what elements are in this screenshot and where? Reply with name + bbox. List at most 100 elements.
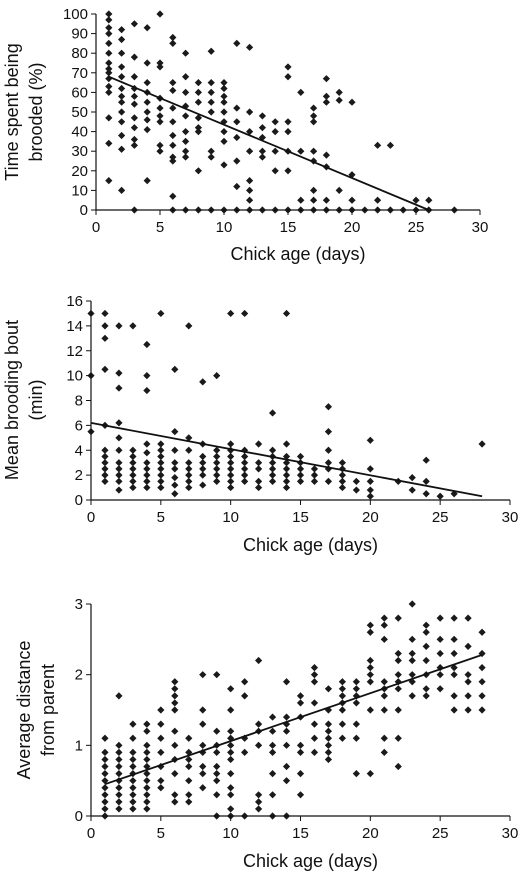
data-point (227, 465, 235, 473)
data-point (296, 748, 305, 756)
data-point (157, 748, 165, 756)
data-point (185, 459, 193, 467)
data-point (282, 440, 291, 448)
data-point (464, 642, 472, 650)
x-tick-label: 15 (292, 825, 309, 842)
data-point (255, 459, 263, 467)
data-point (324, 446, 333, 454)
data-point (105, 24, 113, 32)
data-point (233, 133, 241, 142)
data-point (157, 720, 165, 728)
data-point (258, 133, 266, 142)
data-point (322, 92, 330, 100)
data-point (478, 628, 486, 636)
data-point (171, 692, 179, 700)
x-tick-label: 25 (408, 219, 425, 236)
data-point (115, 770, 123, 778)
data-point (199, 741, 207, 749)
data-point (213, 477, 221, 485)
data-point (258, 147, 266, 155)
data-point (310, 748, 319, 756)
data-point (199, 720, 207, 728)
data-point (171, 770, 179, 778)
data-point (185, 434, 193, 442)
data-point (118, 73, 126, 81)
data-point (380, 635, 388, 643)
data-point (282, 720, 291, 728)
y-tick-label: 60 (71, 84, 88, 101)
data-point (394, 671, 402, 679)
data-point (213, 777, 221, 785)
data-point (268, 471, 277, 479)
data-point (352, 486, 360, 494)
data-point (450, 664, 458, 672)
data-point (118, 35, 126, 44)
data-point (394, 706, 402, 714)
data-point (171, 791, 179, 799)
y-tick-label: 14 (66, 318, 83, 335)
data-point (450, 635, 458, 643)
data-point (338, 720, 346, 728)
data-point (115, 755, 123, 764)
data-point (408, 649, 416, 658)
data-point (185, 755, 193, 764)
data-point (220, 98, 228, 106)
data-point (156, 147, 164, 155)
data-point (227, 727, 235, 735)
data-point (282, 678, 291, 686)
data-point (115, 384, 123, 392)
data-point (241, 452, 249, 461)
y-tick-label: 90 (71, 26, 88, 43)
data-point (182, 49, 190, 57)
data-point (115, 486, 123, 494)
data-point (366, 621, 374, 629)
data-point (101, 322, 109, 330)
y-axis-label-line-1: Time spent being (2, 43, 22, 180)
data-point (129, 748, 137, 756)
data-point (282, 452, 291, 461)
data-point (169, 192, 177, 200)
data-point (156, 59, 164, 67)
data-point (101, 805, 109, 813)
data-point (143, 784, 151, 792)
data-point (143, 340, 151, 349)
data-point (101, 459, 109, 467)
data-point (310, 477, 319, 485)
data-point (227, 471, 235, 479)
data-point (422, 477, 430, 485)
data-point (130, 20, 138, 28)
data-point (213, 372, 221, 380)
data-point (143, 483, 151, 492)
data-point (115, 762, 123, 771)
data-point (207, 147, 215, 155)
tick-labels: 0 2 4 6 8 10 12 14 16 0 5 10 15 20 25 30 (66, 293, 518, 526)
data-point (118, 84, 126, 93)
data-point (233, 118, 241, 126)
data-point (422, 621, 430, 629)
y-tick-label: 10 (66, 368, 83, 385)
data-point (408, 600, 416, 608)
data-point (296, 791, 305, 799)
y-axis-label-line-2: brooded (%) (26, 62, 46, 161)
data-point (227, 309, 235, 318)
data-point (101, 748, 109, 756)
data-point (101, 309, 109, 318)
data-point (268, 477, 277, 485)
data-point (296, 741, 305, 749)
data-point (366, 486, 374, 494)
y-tick-label: 30 (71, 143, 88, 160)
data-point (352, 770, 360, 778)
data-point (297, 147, 305, 155)
data-point (199, 481, 207, 489)
data-point (194, 98, 202, 106)
data-point (199, 748, 207, 756)
data-point (199, 471, 207, 479)
x-tick-label: 20 (344, 219, 361, 236)
data-point (199, 671, 207, 679)
data-point (478, 440, 486, 448)
y-tick-label: 10 (71, 182, 88, 199)
x-tick-label: 5 (157, 825, 165, 842)
data-point (129, 720, 137, 728)
data-point (105, 16, 113, 24)
